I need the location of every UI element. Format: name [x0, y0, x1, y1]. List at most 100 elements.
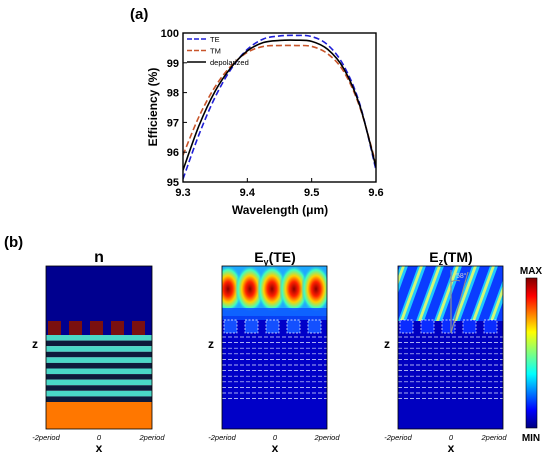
ey-transition-band: [222, 308, 327, 320]
panel-ey-xtick-left: -2period: [208, 433, 236, 442]
n-stack-layer: [46, 362, 152, 369]
ez-angle-line-tilted: [450, 271, 469, 334]
series-line-depolarized: [183, 39, 376, 171]
n-stack-layer: [46, 368, 152, 375]
legend: TE TM depolarized: [187, 35, 249, 67]
y-tick-label: 98: [167, 88, 179, 100]
ey-grating-outline: [223, 319, 238, 334]
series-line-tm: [183, 44, 376, 165]
ey-hotspots: [222, 266, 327, 313]
n-grating-tooth: [69, 321, 82, 335]
n-grating-tooth: [132, 321, 145, 335]
colorbar-min-label: MIN: [522, 433, 540, 444]
ez-wavefront-core: [400, 266, 423, 321]
ez-wavefront-core: [436, 266, 459, 321]
panel-ez-xtick-mid: 0: [449, 433, 454, 442]
x-axis-label: Wavelength (μm): [232, 203, 328, 217]
ez-wavefront-core: [454, 266, 477, 321]
panel-n-title: n: [94, 249, 104, 266]
n-substrate: [46, 402, 152, 429]
ey-layer-outlines: [222, 319, 327, 399]
panel-ez-z-label: z: [384, 337, 390, 351]
panel-n: n z -2period 0 2period x: [32, 249, 165, 455]
panel-ey-z-label: z: [208, 337, 214, 351]
n-region-top: [46, 266, 152, 321]
y-tick-label: 97: [167, 117, 179, 129]
ez-wavefront-core: [490, 285, 503, 321]
ez-wavefront: [362, 266, 390, 321]
n-stack-layer: [46, 374, 152, 380]
panel-ey-xtick-mid: 0: [273, 433, 278, 442]
x-tick-label: 9.3: [175, 187, 190, 199]
ey-grating-outline: [286, 319, 301, 334]
n-grating-tooth: [111, 321, 124, 335]
panel-ey-x-label: x: [272, 441, 279, 455]
y-tick-label: 95: [167, 177, 179, 189]
panel-n-xtick-right: 2period: [138, 433, 165, 442]
ey-hotspot: [235, 266, 265, 313]
plot-frame: [182, 32, 377, 183]
x-tick-label: 9.5: [304, 187, 319, 199]
n-stack-layer: [46, 340, 152, 347]
ey-hotspot: [301, 266, 327, 313]
panel-ez-title: Ez(TM): [429, 249, 472, 267]
x-tick-label: 9.6: [368, 187, 383, 199]
y-tick-label: 100: [161, 28, 179, 40]
ez-frame: [397, 265, 504, 430]
n-grating-tooth: [48, 321, 61, 335]
legend-label-tm: TM: [210, 47, 221, 56]
ez-wavefront-core: [346, 266, 369, 321]
n-stack-layer: [46, 346, 152, 352]
panel-n-x-label: x: [96, 441, 103, 455]
line-chart: 9.3 9.4 9.5 9.6 95 96 97 98 99 100 Wavelength (μm…: [146, 28, 384, 217]
panel-label-a: (a): [130, 6, 148, 23]
y-axis-label: Efficiency (%): [146, 68, 160, 147]
ez-grating-outline: [462, 319, 477, 334]
ez-angle-annotation: 58°: [456, 272, 467, 280]
panel-ey-title: Ey(TE): [254, 249, 296, 267]
panel-n-xtick-left: -2period: [32, 433, 60, 442]
ez-wavefront: [344, 266, 372, 321]
ez-wavefront-core: [472, 266, 495, 321]
ez-wavefront-core: [364, 266, 387, 321]
panel-ez-x-label: x: [448, 441, 455, 455]
ey-grating-outline: [307, 319, 322, 334]
n-stack-layer: [46, 390, 152, 397]
ey-hotspot: [279, 266, 309, 313]
axis-ticks: 9.3 9.4 9.5 9.6 95 96 97 98 99 100: [161, 28, 384, 199]
ez-wavefront: [488, 279, 503, 321]
ez-angle-arc: [450, 279, 461, 283]
ey-grating-outline: [265, 319, 280, 334]
panel-ez-xtick-right: 2period: [480, 433, 507, 442]
y-tick-label: 99: [167, 58, 179, 70]
legend-label-te: TE: [210, 35, 220, 44]
n-stack-layer: [46, 335, 152, 341]
series-lines: [183, 34, 376, 180]
series-line-te: [183, 34, 376, 180]
panel-ey-te: Ey(TE) z -2period 0 2period x: [208, 249, 340, 455]
panel-ey-xtick-right: 2period: [313, 433, 340, 442]
ey-grating-outline: [244, 319, 259, 334]
n-grating-tooth: [90, 321, 103, 335]
n-stack-layer: [46, 396, 152, 402]
colorbar: MAX MIN: [520, 266, 543, 444]
panel-ez-tm: Ez(TM) 58° z -2period 0 2period x: [344, 249, 507, 455]
colorbar-gradient: [525, 277, 538, 429]
legend-label-depolarized: depolarized: [210, 58, 249, 67]
n-stack-layer: [46, 357, 152, 363]
ez-grating-outline: [399, 319, 414, 334]
y-tick-label: 96: [167, 147, 179, 159]
panel-n-xtick-mid: 0: [97, 433, 102, 442]
n-grating-teeth: [48, 321, 145, 335]
x-tick-label: 9.4: [240, 187, 256, 199]
panel-ez-xtick-left: -2period: [384, 433, 412, 442]
n-stack-layer: [46, 351, 152, 358]
ey-hotspot: [257, 266, 287, 313]
panel-label-b: (b): [4, 234, 23, 251]
n-stack-layer: [46, 379, 152, 386]
ez-wavefront-core: [418, 266, 441, 321]
colorbar-max-label: MAX: [520, 266, 543, 277]
ez-grating-outline: [483, 319, 498, 334]
ez-grating-outline: [420, 319, 435, 334]
